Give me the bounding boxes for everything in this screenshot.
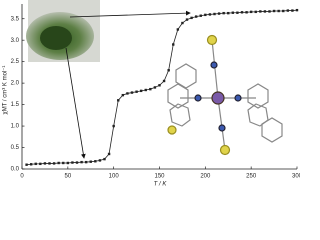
chart: T / K χMT / cm³ K mol⁻¹ 0.0 0.5 1.0 1.5 2.0 2… (3, 0, 300, 188)
data-point (98, 159, 102, 162)
data-point (240, 11, 244, 14)
data-point (103, 157, 106, 161)
data-point (249, 10, 253, 14)
x-tick-label: 50 (64, 174, 71, 180)
x-tick-label: 0 (20, 174, 24, 180)
data-point (158, 84, 161, 87)
data-point (259, 10, 262, 13)
data-point (48, 162, 51, 165)
data-point (139, 89, 143, 93)
data-point (282, 9, 285, 13)
data-point (217, 12, 221, 15)
data-point (149, 87, 152, 91)
data-point (295, 8, 299, 12)
data-point (121, 93, 125, 97)
data-point (277, 9, 280, 13)
data-point (135, 90, 138, 93)
data-point (130, 91, 134, 94)
x-tick-label: 200 (200, 174, 211, 180)
data-point (39, 162, 42, 166)
data-point (94, 160, 97, 163)
data-point (126, 92, 129, 95)
data-point (167, 69, 170, 72)
data-point (107, 152, 111, 156)
y-tick-label: 3.5 (11, 16, 20, 22)
data-point (62, 161, 65, 165)
data-point (172, 43, 175, 46)
data-point (286, 9, 290, 12)
data-point (75, 161, 79, 164)
y-tick-label: 3.0 (11, 38, 20, 44)
data-point (208, 13, 212, 16)
data-point (227, 11, 230, 15)
data-point (291, 9, 294, 12)
photo (26, 0, 100, 62)
data-point (25, 163, 28, 166)
data-point (57, 161, 60, 165)
molecule (167, 34, 283, 156)
data-point (144, 88, 147, 92)
data-point (185, 18, 189, 21)
data-point (199, 14, 202, 17)
x-tick-label: 100 (109, 174, 120, 180)
data-point (176, 28, 180, 31)
data-point (268, 10, 271, 13)
data-point (272, 9, 276, 13)
data-point (245, 11, 248, 14)
data-point (84, 160, 88, 164)
data-point (236, 11, 239, 14)
y-tick-label: 1.5 (11, 102, 20, 108)
data-point (222, 11, 225, 15)
data-point (52, 162, 56, 165)
x-tick-label: 250 (246, 174, 257, 180)
arrow (65, 47, 86, 159)
data-point (43, 162, 47, 165)
x-tick-label: 150 (154, 174, 165, 180)
data-point (190, 16, 193, 20)
data-point (71, 161, 74, 164)
y-tick-label: 2.5 (11, 59, 20, 65)
y-tick-label: 0.0 (11, 167, 20, 173)
data-point (263, 10, 267, 13)
y-tick-label: 2.0 (11, 81, 20, 87)
data-point (181, 21, 184, 25)
y-tick-label: 0.5 (11, 145, 20, 151)
data-point (162, 79, 166, 83)
y-axis-title: χMT / cm³ K mol⁻¹ (3, 66, 9, 115)
y-tick-label: 1.0 (11, 124, 20, 130)
data-point (254, 10, 257, 14)
x-axis-title: T / K (154, 182, 168, 188)
data-point (112, 124, 115, 128)
data-point (204, 13, 207, 17)
data-point (231, 11, 235, 14)
data-point (34, 162, 37, 166)
data-point (213, 12, 216, 16)
arrow (69, 10, 191, 18)
data-point (29, 163, 33, 166)
data-point (66, 161, 70, 165)
data-point (194, 15, 198, 18)
x-tick-label: 300 (292, 174, 300, 180)
data-point (89, 160, 92, 163)
data-point (117, 99, 120, 102)
data-point (153, 86, 157, 89)
data-point (80, 160, 83, 164)
